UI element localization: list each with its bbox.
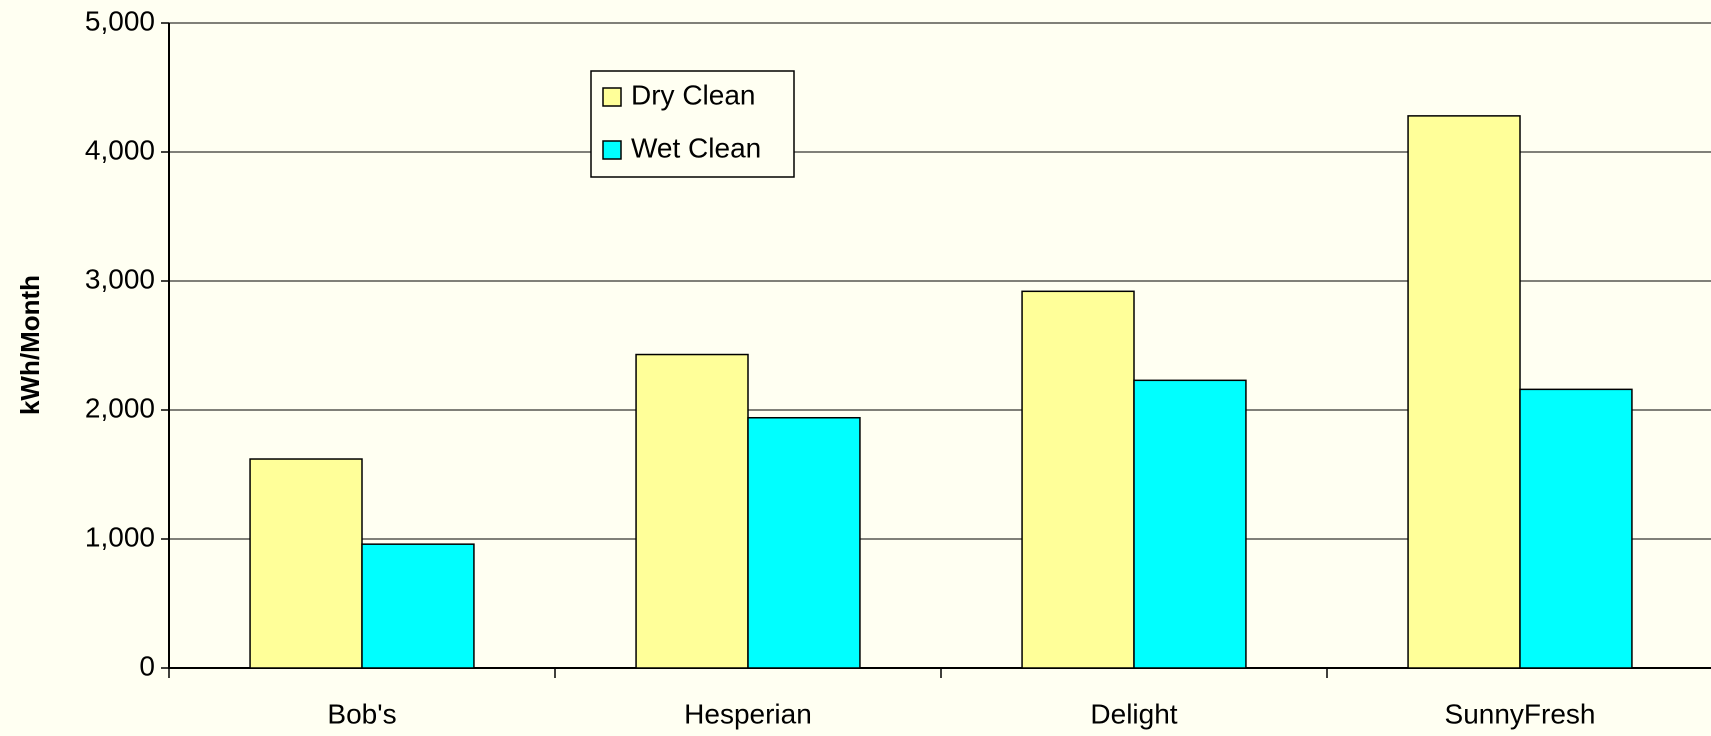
x-tick-label: Hesperian [684,698,812,729]
legend-swatch [602,87,622,107]
x-tick-label: Bob's [327,698,396,729]
bar [1133,379,1247,669]
legend-label: Dry Clean [631,79,755,110]
bar [1519,388,1633,669]
bar [249,458,363,669]
y-tick-label: 4,000 [85,134,155,165]
y-tick-label: 5,000 [85,5,155,36]
bar [361,543,475,669]
legend-label: Wet Clean [631,132,761,163]
y-axis-label: kWh/Month [15,275,45,415]
legend-swatch [602,140,622,160]
y-tick-label: 0 [139,650,155,681]
x-tick-label: SunnyFresh [1445,698,1596,729]
bar [747,416,861,669]
bar [1021,290,1135,669]
legend-box [590,70,795,178]
bar [635,353,749,669]
y-tick-label: 1,000 [85,521,155,552]
y-tick-label: 2,000 [85,392,155,423]
x-tick-label: Delight [1090,698,1177,729]
bar [1407,115,1521,669]
y-tick-label: 3,000 [85,263,155,294]
